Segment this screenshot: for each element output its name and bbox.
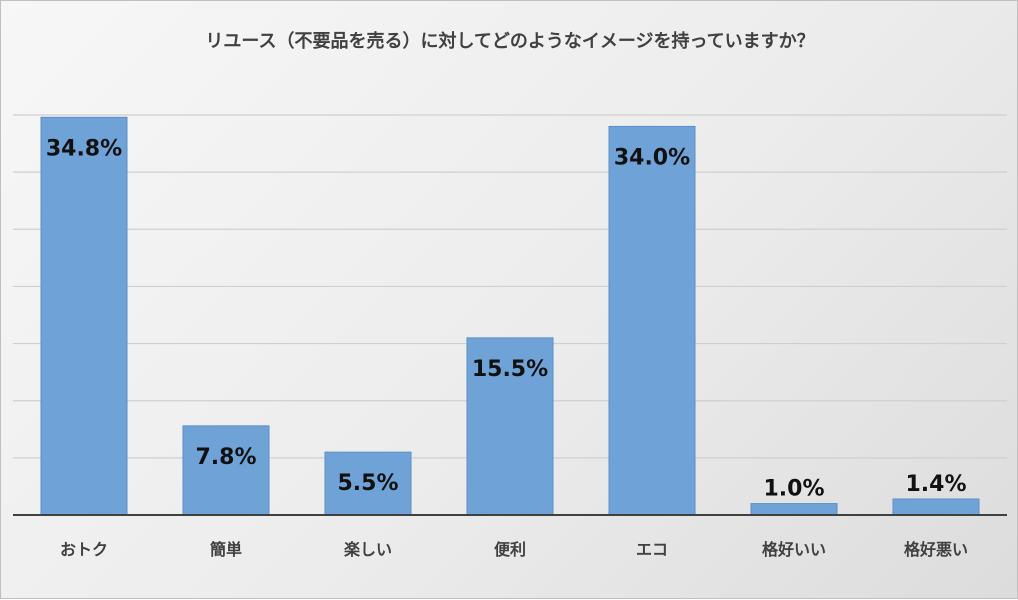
data-label: 34.8% (46, 136, 122, 161)
chart-title: リユース（不要品を売る）に対してどのようなイメージを持っていますか？ (205, 31, 815, 52)
x-tick-label: エコ (636, 540, 668, 559)
x-tick-label: おトク (60, 540, 108, 559)
data-label: 7.8% (195, 445, 256, 470)
bar (324, 451, 412, 516)
data-label: 15.5% (472, 357, 548, 382)
bar (466, 337, 554, 516)
bar (182, 425, 270, 516)
bar (892, 498, 980, 516)
x-tick-label: 格好いい (762, 540, 826, 559)
x-tick-label: 便利 (494, 540, 526, 559)
bar (40, 116, 128, 516)
x-tick-label: 楽しい (343, 540, 392, 559)
x-tick-label: 簡単 (209, 540, 242, 559)
data-label: 1.4% (905, 472, 966, 497)
data-label: 1.0% (763, 477, 824, 502)
data-label: 5.5% (337, 471, 398, 496)
x-tick-label: 格好悪い (904, 540, 968, 559)
bar (750, 503, 838, 516)
data-label: 34.0% (614, 145, 690, 170)
bar (608, 125, 696, 516)
